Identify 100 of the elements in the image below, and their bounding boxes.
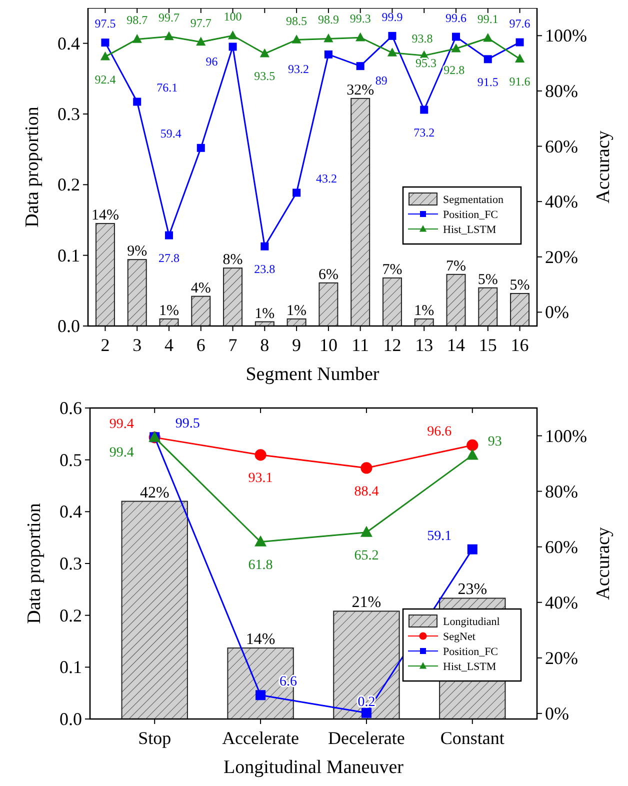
legend-label: Position_FC xyxy=(443,209,498,221)
legend-label: Position_FC xyxy=(443,646,498,658)
x-tick-label: 11 xyxy=(352,335,370,355)
legend-label: Longitudianl xyxy=(443,616,500,628)
data-label: 99.3 xyxy=(350,12,371,26)
legend-label: Segmentation xyxy=(443,194,504,206)
y2-tick-label: 20% xyxy=(545,246,578,267)
x-tick-label: 15 xyxy=(478,335,497,355)
y-tick-label: 0.4 xyxy=(58,33,80,54)
data-label: 91.5 xyxy=(477,74,498,89)
y-axis-title: Data proportion xyxy=(24,502,45,624)
data-label: 97.6 xyxy=(509,16,530,30)
point xyxy=(467,544,478,554)
point xyxy=(360,462,372,474)
y-tick-label: 0.2 xyxy=(60,605,82,626)
data-label: 98.7 xyxy=(126,13,148,28)
data-label: 14% xyxy=(246,630,276,648)
data-label: 65.2 xyxy=(354,548,379,564)
data-label: 99.6 xyxy=(446,10,466,25)
data-label: 98.9 xyxy=(318,12,339,27)
data-label: 42% xyxy=(140,484,170,502)
y2-tick-label: 80% xyxy=(545,481,578,502)
data-label: 76.1 xyxy=(156,80,178,95)
data-label: 93 xyxy=(488,434,502,450)
point xyxy=(483,32,493,42)
data-label: 96 xyxy=(206,54,218,68)
y-tick-label: 0.0 xyxy=(58,316,80,336)
x-tick-label: 4 xyxy=(164,335,174,355)
point xyxy=(324,50,332,58)
y2-tick-label: 20% xyxy=(545,648,578,668)
point xyxy=(466,439,478,452)
point xyxy=(256,690,266,700)
y-tick-label: 0.3 xyxy=(58,104,80,124)
data-label: 1% xyxy=(414,302,434,319)
point xyxy=(228,42,237,51)
point xyxy=(466,448,478,460)
x-tick-label: 3 xyxy=(132,335,142,355)
y2-axis-title: Accuracy xyxy=(593,526,614,600)
point xyxy=(387,48,398,56)
x-tick-label: 13 xyxy=(415,335,434,355)
data-label: 95.3 xyxy=(416,56,436,70)
point xyxy=(196,36,206,46)
data-label: 43.2 xyxy=(316,172,338,186)
x-tick-label: Accelerate xyxy=(222,728,300,748)
data-label: 6% xyxy=(318,266,338,283)
point xyxy=(356,32,366,42)
data-label: 8% xyxy=(222,252,243,268)
point xyxy=(164,31,174,40)
x-tick-label: 14 xyxy=(447,335,465,355)
point xyxy=(388,32,396,40)
data-label: 9% xyxy=(127,244,148,260)
data-label: 91.6 xyxy=(509,74,530,88)
y2-tick-label: 100% xyxy=(545,426,587,446)
data-label: 99.1 xyxy=(477,12,498,26)
y2-tick-label: 40% xyxy=(545,192,578,212)
y-tick-label: 0.0 xyxy=(60,709,82,729)
y-tick-label: 0.1 xyxy=(60,657,82,678)
data-label: 61.8 xyxy=(248,558,273,574)
data-label: 4% xyxy=(190,280,211,296)
data-label: 89 xyxy=(375,74,388,88)
data-label: 88.4 xyxy=(354,484,379,500)
point xyxy=(196,144,205,152)
data-label: 73.2 xyxy=(414,125,435,140)
x-tick-label: 2 xyxy=(100,335,110,355)
data-label: 93.8 xyxy=(412,32,433,46)
point xyxy=(165,231,173,240)
point xyxy=(361,708,372,718)
x-tick-label: 9 xyxy=(292,335,302,355)
point xyxy=(260,242,269,250)
y-tick-label: 0.6 xyxy=(60,398,82,418)
point xyxy=(324,33,334,42)
data-label: 32% xyxy=(346,82,374,98)
y-tick-label: 0.2 xyxy=(58,174,80,195)
point xyxy=(452,32,460,41)
data-label: 92.8 xyxy=(444,63,465,78)
x-tick-label: 8 xyxy=(260,335,270,355)
data-label: 99.9 xyxy=(382,10,403,24)
data-label: 1% xyxy=(286,302,307,319)
data-label: 27.8 xyxy=(158,250,180,265)
y2-tick-label: 0% xyxy=(545,703,569,724)
data-label: 93.5 xyxy=(254,69,276,84)
y2-tick-label: 60% xyxy=(545,536,578,557)
point xyxy=(356,62,364,70)
y-tick-label: 0.3 xyxy=(60,554,82,574)
x-tick-label: 16 xyxy=(510,335,529,355)
point xyxy=(451,43,461,52)
data-label: 97.5 xyxy=(94,16,116,31)
legend-label: SegNet xyxy=(443,631,476,643)
point xyxy=(292,34,302,44)
x-tick-label: 7 xyxy=(228,335,238,355)
data-label: 14% xyxy=(91,208,119,224)
x-tick-label: 10 xyxy=(319,335,338,355)
data-label: 59.4 xyxy=(160,126,182,141)
data-label: 99.7 xyxy=(158,10,180,24)
x-axis-title: Segment Number xyxy=(246,364,380,385)
data-label: 21% xyxy=(352,594,382,612)
data-label: 99.4 xyxy=(109,416,134,432)
point xyxy=(100,51,110,60)
data-label: 7% xyxy=(382,262,402,278)
y2-tick-label: 60% xyxy=(545,136,578,156)
